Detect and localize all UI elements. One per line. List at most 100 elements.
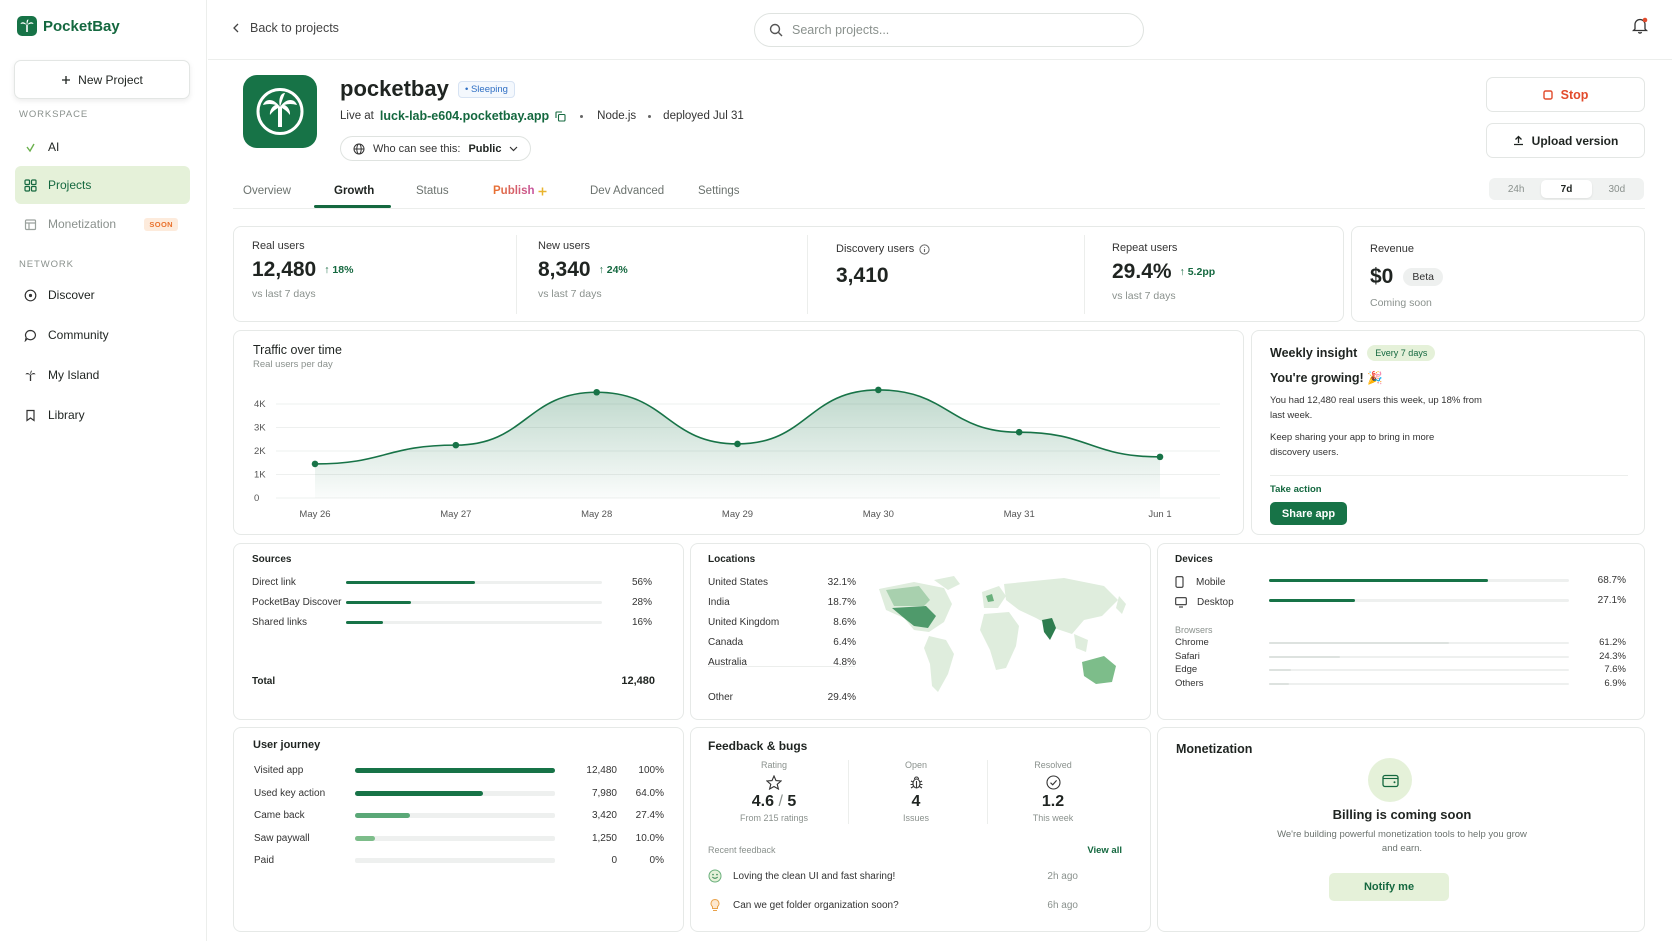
tab-dev-advanced[interactable]: Dev Advanced — [590, 185, 665, 197]
browser-bar — [1269, 642, 1569, 644]
sidebar-item-my-island[interactable]: My Island — [15, 356, 190, 394]
insight-title: Weekly insight — [1270, 346, 1358, 360]
kpi-sub: vs last 7 days — [1112, 290, 1176, 302]
tab-overview[interactable]: Overview — [243, 185, 291, 197]
brand-name: PocketBay — [43, 17, 120, 35]
journey-bar — [355, 835, 555, 841]
chart-subtitle: Real users per day — [253, 359, 333, 370]
compass-icon — [24, 289, 37, 302]
sidebar-item-monetization[interactable]: Monetization SOON — [15, 205, 190, 243]
location-pct: 4.8% — [833, 657, 856, 668]
data-point[interactable] — [452, 441, 460, 449]
sidebar-item-library[interactable]: Library — [15, 396, 190, 434]
beta-badge: Beta — [1403, 268, 1443, 286]
palm-tree-icon — [24, 369, 37, 382]
view-all-link[interactable]: View all — [1087, 845, 1122, 856]
journey-bar — [355, 813, 555, 818]
bell-icon — [1632, 17, 1648, 34]
search-input[interactable] — [792, 23, 1112, 37]
store-icon — [24, 218, 37, 231]
project-url-link[interactable]: luck-lab-e604.pocketbay.app — [379, 109, 550, 123]
locations-title: Locations — [708, 554, 756, 565]
divider — [1270, 475, 1628, 476]
feedback-item[interactable]: Can we get folder organization soon? 6h … — [708, 898, 1078, 912]
kpi-label: Revenue — [1370, 243, 1415, 255]
rating-sub: From 215 ratings — [739, 813, 809, 823]
sidebar-item-discover[interactable]: Discover — [15, 276, 190, 314]
kpi-delta-value: 18% — [332, 264, 354, 276]
chevron-left-icon — [232, 23, 240, 33]
range-24h[interactable]: 24h — [1507, 183, 1525, 195]
browser-bar — [1269, 655, 1569, 658]
kpi-sub: Coming soon — [1370, 297, 1432, 309]
sidebar-item-projects[interactable]: Projects — [15, 166, 190, 204]
tab-status[interactable]: Status — [416, 185, 449, 197]
chevron-down-icon — [509, 146, 518, 152]
journey-step-label: Saw paywall — [254, 832, 310, 844]
take-action-label: Take action — [1270, 484, 1322, 495]
x-tick-label: May 31 — [1004, 509, 1035, 520]
kpi-revenue-card: Revenue $0 Beta Coming soon — [1351, 226, 1645, 322]
back-to-projects-link[interactable]: Back to projects — [232, 21, 339, 35]
brand-logo[interactable]: PocketBay — [17, 16, 120, 36]
locations-card: Locations United States 32.1% India 18.7% Un… — [690, 543, 1151, 720]
range-7d[interactable]: 7d — [1541, 180, 1592, 198]
browser-label: Safari — [1175, 650, 1200, 662]
kpi-delta-value: 5.2pp — [1187, 266, 1216, 278]
source-pct: 28% — [631, 597, 652, 608]
data-point[interactable] — [1156, 453, 1164, 461]
rating-value: 4.6 / 5 — [751, 793, 797, 810]
feedback-time: 2h ago — [1047, 870, 1078, 882]
tab-publish[interactable]: Publish — [493, 185, 547, 197]
range-30d[interactable]: 30d — [1608, 183, 1626, 195]
browser-pct: 7.6% — [1604, 664, 1626, 675]
journey-count: 0 — [611, 855, 617, 866]
data-point[interactable] — [1015, 428, 1023, 436]
wallet-icon — [1368, 758, 1412, 802]
feedback-rating: Rating 4.6 / 5 From 215 ratings — [709, 760, 839, 823]
kpi-real-users: Real users 12,480 ↑ 18% vs last 7 days — [252, 240, 353, 300]
visibility-dropdown[interactable]: Who can see this: Public — [340, 136, 532, 161]
feedback-item[interactable]: Loving the clean UI and fast sharing! 2h… — [708, 869, 1078, 883]
tab-settings[interactable]: Settings — [698, 185, 740, 197]
upload-version-button[interactable]: Upload version — [1486, 123, 1645, 158]
kpi-strip — [233, 226, 1344, 322]
kpi-delta: ↑ 24% — [598, 264, 628, 276]
recent-feedback-label: Recent feedback — [708, 845, 776, 855]
location-pct: 8.6% — [833, 617, 856, 628]
desktop-monitor-icon — [1175, 597, 1187, 608]
feedback-open-issues[interactable]: Open 4 Issues — [851, 760, 981, 823]
stop-button[interactable]: Stop — [1486, 77, 1645, 112]
share-app-button[interactable]: Share app — [1270, 502, 1347, 525]
sidebar-item-ai[interactable]: AI — [15, 128, 190, 166]
location-pct: 32.1% — [827, 577, 856, 588]
sparkle-icon — [24, 141, 37, 154]
new-project-button[interactable]: New Project — [14, 60, 190, 99]
status-badge-label: Sleeping — [470, 84, 508, 95]
plus-icon — [61, 75, 71, 85]
data-point[interactable] — [311, 460, 319, 468]
location-label: United Kingdom — [708, 617, 780, 628]
x-tick-label: May 26 — [299, 509, 330, 520]
data-point[interactable] — [593, 388, 600, 396]
sidebar-item-community[interactable]: Community — [15, 316, 190, 354]
location-pct: 6.4% — [833, 637, 856, 648]
location-label: United States — [708, 577, 769, 588]
kpi-delta: ↑ 5.2pp — [1179, 266, 1216, 278]
status-badge: • Sleeping — [458, 81, 515, 98]
copy-icon[interactable] — [555, 110, 566, 122]
data-point[interactable] — [875, 386, 882, 394]
notification-bell[interactable] — [1632, 17, 1648, 37]
chart-title: Traffic over time — [253, 343, 342, 357]
upload-label: Upload version — [1531, 133, 1619, 148]
search-box[interactable] — [754, 13, 1144, 47]
info-icon[interactable] — [919, 243, 930, 255]
notify-me-button[interactable]: Notify me — [1329, 873, 1449, 901]
divider — [987, 760, 988, 824]
project-name: pocketbay — [340, 76, 449, 101]
traffic-chart: 0 1K 2K 3K 4K May 26 May 27 May 28 May 29 May 30 M… — [254, 386, 1220, 520]
kpi-sub: vs last 7 days — [538, 288, 602, 300]
journey-step-label: Used key action — [254, 787, 326, 799]
data-point[interactable] — [734, 440, 741, 448]
tab-growth[interactable]: Growth — [334, 185, 375, 197]
